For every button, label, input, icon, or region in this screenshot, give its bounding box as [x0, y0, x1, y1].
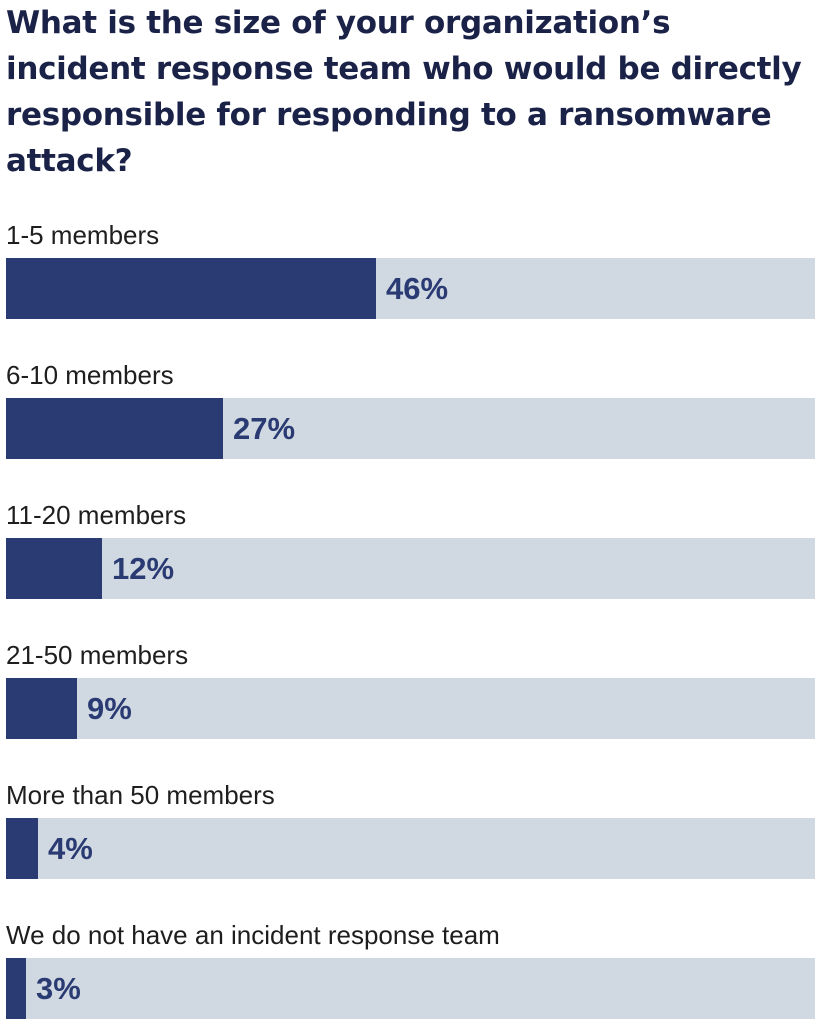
bar-value: 4%	[48, 831, 93, 866]
bar-fill	[6, 258, 376, 319]
bar-fill	[6, 818, 38, 879]
bar-label: 1-5 members	[6, 220, 160, 250]
bar-row: More than 50 members 4%	[6, 780, 816, 879]
bar-value: 12%	[112, 551, 175, 586]
bar-fill	[6, 678, 77, 739]
bar-track: 46%	[6, 258, 815, 319]
bar-value: 46%	[386, 271, 449, 306]
bar-value: 3%	[36, 971, 81, 1006]
bar-label: More than 50 members	[6, 780, 275, 810]
bar-track: 27%	[6, 398, 815, 459]
bar-label: 21-50 members	[6, 640, 189, 670]
bar-fill	[6, 398, 223, 459]
bar-track: 12%	[6, 538, 815, 599]
chart-title: What is the size of your organization’s …	[6, 5, 802, 179]
bar-row: 11-20 members 12%	[6, 500, 816, 599]
bar-label: 11-20 members	[6, 500, 187, 530]
bar-fill	[6, 538, 102, 599]
bar-label: We do not have an incident response team	[6, 920, 500, 950]
bar-track: 3%	[6, 958, 815, 1019]
bar-label: 6-10 members	[6, 360, 174, 390]
bar-fill	[6, 958, 26, 1019]
bar-row: 6-10 members 27%	[6, 360, 816, 459]
bar-track: 4%	[6, 818, 815, 879]
bar-row: 1-5 members 46%	[6, 220, 816, 319]
bar-track: 9%	[6, 678, 815, 739]
bar-value: 27%	[233, 411, 296, 446]
bar-row: We do not have an incident response team…	[6, 920, 816, 1019]
bar-row: 21-50 members 9%	[6, 640, 816, 739]
bar-value: 9%	[87, 691, 132, 726]
